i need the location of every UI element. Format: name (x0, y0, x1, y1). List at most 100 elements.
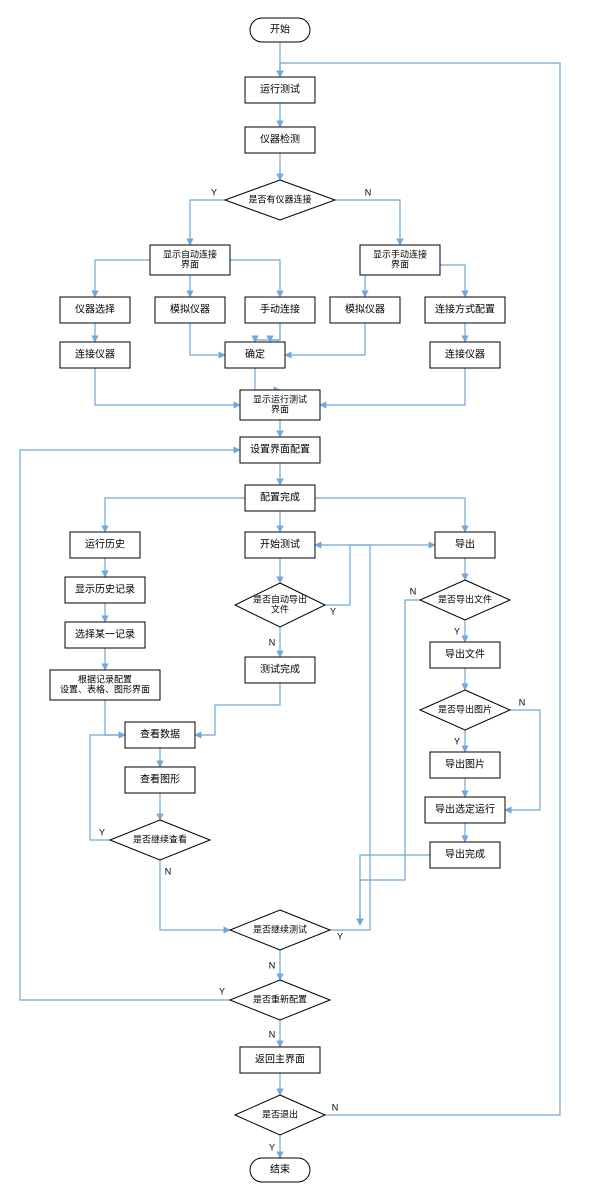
svg-text:开始测试: 开始测试 (260, 538, 300, 551)
node-d_auto_export: 是否自动导出文件 (235, 583, 325, 627)
node-d_exit: 是否退出 (235, 1095, 325, 1135)
svg-text:N: N (519, 697, 526, 707)
node-d_export_file: 是否导出文件 (420, 580, 510, 620)
svg-text:导出选定运行: 导出选定运行 (435, 803, 495, 816)
svg-text:测试完成: 测试完成 (260, 663, 300, 676)
node-confirm: 确定 (225, 342, 285, 368)
svg-text:N: N (165, 866, 172, 876)
svg-text:运行历史: 运行历史 (85, 538, 125, 551)
svg-text:模拟仪器: 模拟仪器 (345, 303, 385, 316)
svg-text:显示自动连接: 显示自动连接 (163, 248, 217, 259)
node-sim_inst_l: 模拟仪器 (155, 297, 225, 323)
node-cfg_done: 配置完成 (245, 485, 315, 511)
svg-text:是否继续测试: 是否继续测试 (253, 923, 307, 934)
svg-text:配置完成: 配置完成 (260, 491, 300, 504)
svg-text:选择某一记录: 选择某一记录 (75, 628, 135, 641)
node-conn_inst_r: 连接仪器 (430, 342, 500, 368)
svg-text:文件: 文件 (271, 603, 289, 614)
node-inst_detect: 仪器检测 (245, 127, 315, 153)
svg-text:界面: 界面 (181, 259, 199, 269)
svg-text:Y: Y (99, 827, 105, 837)
nodes: 开始运行测试仪器检测是否有仪器连接显示自动连接界面显示手动连接界面仪器选择模拟仪… (50, 18, 510, 1182)
node-inst_select: 仪器选择 (60, 297, 130, 323)
svg-text:是否退出: 是否退出 (262, 1108, 298, 1119)
node-start_test: 开始测试 (245, 532, 315, 558)
svg-text:连接仪器: 连接仪器 (445, 348, 485, 361)
svg-text:返回主界面: 返回主界面 (255, 1054, 305, 1066)
node-show_hist: 显示历史记录 (65, 577, 145, 603)
svg-text:是否有仪器连接: 是否有仪器连接 (248, 193, 311, 204)
node-view_data: 查看数据 (125, 722, 195, 748)
node-back_main: 返回主界面 (240, 1047, 320, 1073)
svg-text:查看图形: 查看图形 (140, 773, 180, 786)
node-test_done: 测试完成 (245, 657, 315, 683)
svg-text:导出完成: 导出完成 (445, 848, 485, 861)
node-export_sel: 导出选定运行 (425, 797, 505, 823)
node-d_recfg: 是否重新配置 (230, 980, 330, 1020)
svg-text:Y: Y (330, 606, 336, 616)
svg-text:N: N (410, 586, 417, 596)
node-cfg_by_record: 根据记录配置设置、表格、图形界面 (50, 670, 160, 700)
node-run_hist: 运行历史 (70, 532, 140, 558)
svg-text:导出: 导出 (455, 538, 475, 551)
node-show_manual: 显示手动连接界面 (360, 245, 440, 275)
svg-text:Y: Y (454, 626, 460, 636)
node-set_ui_cfg: 设置界面配置 (240, 437, 320, 463)
svg-text:仪器检测: 仪器检测 (260, 133, 300, 146)
node-d_cont_test: 是否继续测试 (230, 910, 330, 950)
svg-text:界面: 界面 (391, 259, 409, 269)
node-start: 开始 (250, 18, 310, 42)
svg-text:导出文件: 导出文件 (445, 648, 485, 661)
svg-text:查看数据: 查看数据 (140, 728, 180, 741)
svg-text:界面: 界面 (271, 404, 289, 414)
node-manual_conn: 手动连接 (245, 297, 315, 323)
svg-text:Y: Y (211, 187, 217, 197)
node-conn_cfg: 连接方式配置 (425, 297, 505, 323)
svg-text:结束: 结束 (270, 1163, 290, 1176)
node-show_run_ui: 显示运行测试界面 (240, 390, 320, 420)
svg-text:连接仪器: 连接仪器 (75, 348, 115, 361)
svg-text:确定: 确定 (245, 348, 265, 361)
svg-text:连接方式配置: 连接方式配置 (435, 303, 495, 316)
svg-text:是否导出图片: 是否导出图片 (438, 703, 492, 714)
svg-text:N: N (269, 960, 276, 970)
svg-text:设置界面配置: 设置界面配置 (250, 444, 310, 456)
svg-text:Y: Y (269, 1142, 275, 1152)
svg-text:是否继续查看: 是否继续查看 (133, 833, 187, 844)
node-view_chart: 查看图形 (125, 767, 195, 793)
node-d_cont_view: 是否继续查看 (110, 820, 210, 860)
svg-text:模拟仪器: 模拟仪器 (170, 303, 210, 316)
node-export: 导出 (435, 532, 495, 558)
node-export_file: 导出文件 (430, 642, 500, 668)
svg-text:运行测试: 运行测试 (260, 83, 300, 96)
svg-text:Y: Y (219, 986, 225, 996)
svg-text:显示运行测试: 显示运行测试 (253, 393, 307, 404)
svg-text:Y: Y (454, 736, 460, 746)
svg-text:设置、表格、图形界面: 设置、表格、图形界面 (60, 683, 150, 694)
node-run_test: 运行测试 (245, 77, 315, 103)
svg-text:N: N (269, 637, 276, 647)
svg-text:仪器选择: 仪器选择 (75, 303, 115, 316)
svg-text:显示手动连接: 显示手动连接 (373, 248, 427, 259)
svg-text:N: N (269, 1029, 276, 1039)
node-show_auto: 显示自动连接界面 (150, 245, 230, 275)
svg-text:显示历史记录: 显示历史记录 (75, 584, 135, 596)
node-end: 结束 (250, 1158, 310, 1182)
node-conn_inst_l: 连接仪器 (60, 342, 130, 368)
node-export_pic: 导出图片 (430, 752, 500, 778)
svg-text:Y: Y (337, 931, 343, 941)
svg-text:导出图片: 导出图片 (445, 758, 485, 771)
svg-text:手动连接: 手动连接 (260, 303, 300, 316)
node-d_has_conn: 是否有仪器连接 (225, 180, 335, 220)
node-export_done: 导出完成 (430, 842, 500, 868)
svg-text:是否自动导出: 是否自动导出 (253, 593, 307, 604)
flowchart: YNNYYNYNYNYNYNYN开始运行测试仪器检测是否有仪器连接显示自动连接界… (0, 0, 600, 1200)
svg-text:是否导出文件: 是否导出文件 (438, 593, 492, 604)
svg-text:N: N (332, 1102, 339, 1112)
svg-text:根据记录配置: 根据记录配置 (78, 673, 132, 684)
svg-text:是否重新配置: 是否重新配置 (253, 993, 307, 1004)
svg-text:N: N (365, 187, 372, 197)
node-sim_inst_r: 模拟仪器 (330, 297, 400, 323)
node-d_export_pic: 是否导出图片 (420, 690, 510, 730)
node-sel_record: 选择某一记录 (65, 622, 145, 648)
